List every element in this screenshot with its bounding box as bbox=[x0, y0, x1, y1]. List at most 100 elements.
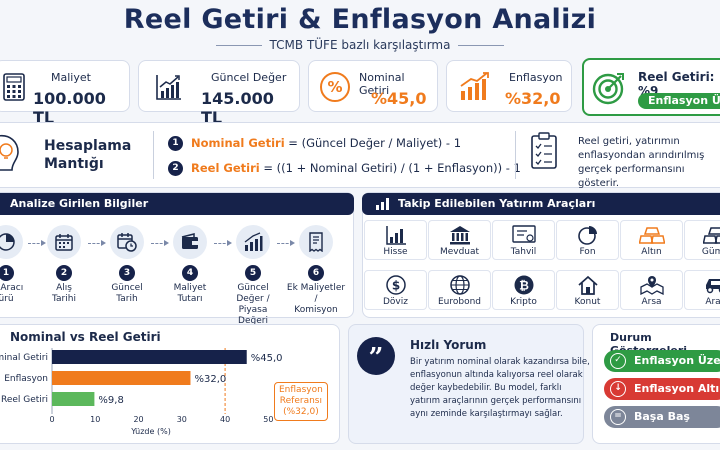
step-arrow bbox=[28, 240, 46, 246]
calc-logic-panel bbox=[0, 122, 720, 188]
tool-fund[interactable]: Fon bbox=[556, 220, 619, 260]
chart-category-label: ominal Getiri bbox=[0, 353, 48, 363]
equals-icon: = bbox=[610, 409, 626, 425]
tool-eurobond[interactable]: Eurobond bbox=[428, 270, 491, 310]
tool-bond[interactable]: Tahvil bbox=[492, 220, 555, 260]
kpi-cost-card: Maliyet 100.000 TL bbox=[0, 60, 130, 127]
inputs-section-header: Analize Girilen Bilgiler bbox=[0, 193, 354, 215]
stock-chart-icon bbox=[385, 226, 406, 245]
chart-x-tick-label: 10 bbox=[90, 415, 100, 424]
quick-comment-title: Hızlı Yorum bbox=[410, 338, 487, 352]
dollar-icon: $ bbox=[385, 275, 406, 295]
kpi-nominal-card: % Nominal Getiri %45,0 bbox=[308, 60, 438, 112]
tool-land[interactable]: Arsa bbox=[620, 270, 683, 310]
chart-x-tick-label: 50 bbox=[263, 415, 273, 424]
map-pin-icon bbox=[639, 276, 664, 295]
kpi-current-label: Güncel Değer bbox=[211, 71, 287, 84]
status-badge-above: ✓Enflasyon Üzeri bbox=[604, 350, 720, 372]
input-step-2: 2 Alış Tarihi bbox=[34, 225, 94, 305]
calendar-clock-icon bbox=[117, 233, 137, 252]
clipboard-checklist-icon bbox=[531, 132, 557, 169]
chart-bar bbox=[52, 371, 191, 385]
quick-comment-text: Bir yatırım nominal olarak kazandırsa bi… bbox=[410, 357, 590, 419]
input-step-6: 6 Ek Maliyetler / Komisyon bbox=[286, 225, 346, 316]
input-step-5: 5 Güncel Değer / Piyasa Değeri bbox=[223, 225, 283, 327]
kpi-inflation-value: %32,0 bbox=[505, 89, 561, 108]
chart-x-tick-label: 40 bbox=[220, 415, 230, 424]
chart-x-tick-label: 0 bbox=[49, 415, 54, 424]
house-icon bbox=[577, 275, 598, 295]
silver-bars-icon bbox=[702, 227, 720, 244]
pie-chart-icon bbox=[577, 226, 597, 245]
chart-x-axis-label: Yüzde (%) bbox=[130, 427, 171, 436]
chart-bar bbox=[52, 350, 247, 364]
bank-icon bbox=[449, 226, 470, 245]
svg-text:%: % bbox=[327, 78, 342, 96]
tool-gold[interactable]: Altın bbox=[620, 220, 683, 260]
svg-text:”: ” bbox=[369, 343, 384, 373]
gold-bars-icon bbox=[638, 227, 665, 244]
chart-title: Nominal vs Reel Getiri bbox=[10, 330, 161, 344]
svg-text:₿: ₿ bbox=[519, 279, 529, 293]
chart-bar-value-label: %45,0 bbox=[251, 353, 283, 364]
input-step-3: 3 Güncel Tarih bbox=[97, 225, 157, 305]
kpi-inflation-card: Enflasyon %32,0 bbox=[446, 60, 572, 112]
page-subtitle: TCMB TÜFE bazlı karşılaştırma bbox=[0, 38, 720, 52]
formula-nominal: 1 Nominal Getiri = (Güncel Değer / Maliye… bbox=[168, 136, 461, 151]
step-arrow bbox=[214, 240, 232, 246]
calc-note-divider bbox=[515, 131, 516, 179]
calculator-icon bbox=[3, 73, 25, 101]
step-arrow bbox=[88, 240, 106, 246]
tool-fx[interactable]: $ Döviz bbox=[364, 270, 427, 310]
chart-bar-value-label: %9,8 bbox=[98, 395, 123, 406]
tool-deposit[interactable]: Mevduat bbox=[428, 220, 491, 260]
chart-bar-value-label: %32,0 bbox=[194, 374, 226, 385]
globe-icon bbox=[449, 275, 470, 295]
chart-x-tick-label: 20 bbox=[133, 415, 143, 424]
check-icon: ✓ bbox=[610, 353, 626, 369]
chart-bar bbox=[52, 392, 95, 406]
chart-category-label: Enflasyon bbox=[4, 374, 48, 384]
down-arrow-icon: ↓ bbox=[610, 381, 626, 397]
step-arrow bbox=[151, 240, 169, 246]
wallet-icon bbox=[181, 233, 198, 249]
return-bar-chart: 0 10 20 30 40 50 Yüzde (%) ominal Getiri %45,0 En… bbox=[0, 348, 283, 436]
lightbulb-head-icon bbox=[0, 134, 19, 171]
page-title: Reel Getiri & Enflasyon Analizi bbox=[123, 4, 597, 35]
target-icon bbox=[592, 73, 624, 105]
input-step-4: 4 Maliyet Tutarı bbox=[160, 225, 220, 305]
formula-real: 2 Reel Getiri = ((1 + Nominal Getiri) / (… bbox=[168, 161, 521, 176]
pie-chart-icon bbox=[0, 233, 15, 251]
percent-icon: % bbox=[320, 72, 350, 102]
inflation-reference-label: Enflasyon Referansı (%32,0) bbox=[274, 382, 328, 421]
tool-vehicle[interactable]: Araç bbox=[684, 270, 720, 310]
growth-chart-icon bbox=[156, 75, 181, 100]
svg-text:$: $ bbox=[391, 279, 399, 293]
calc-note-text: Reel getiri, yatırımın enflasyondan arınd… bbox=[578, 136, 705, 189]
status-badge-even: = Başa Baş bbox=[604, 406, 720, 428]
tool-stock[interactable]: Hisse bbox=[364, 220, 427, 260]
tool-housing[interactable]: Konut bbox=[556, 270, 619, 310]
tool-silver[interactable]: Gümü bbox=[684, 220, 720, 260]
kpi-real-badge: Enflasyon Üzeri bbox=[638, 93, 720, 109]
tool-crypto[interactable]: ₿ Kripto bbox=[492, 270, 555, 310]
kpi-cost-label: Maliyet bbox=[51, 71, 91, 84]
rising-bars-icon bbox=[460, 72, 489, 100]
step-arrow bbox=[277, 240, 295, 246]
chart-category-label: Reel Getiri bbox=[1, 395, 48, 405]
bond-certificate-icon bbox=[511, 225, 536, 243]
calendar-icon bbox=[55, 234, 73, 251]
bitcoin-icon: ₿ bbox=[514, 275, 533, 295]
kpi-nominal-label: Nominal Getiri bbox=[359, 71, 405, 97]
chart-x-tick-label: 30 bbox=[177, 415, 187, 424]
kpi-nominal-value: %45,0 bbox=[371, 89, 427, 108]
quote-bubble-icon: ” bbox=[357, 337, 395, 375]
tools-section-header: Takip Edilebilen Yatırım Araçları bbox=[362, 193, 720, 215]
calc-logic-title: Hesaplama Mantığı bbox=[44, 138, 132, 172]
kpi-real-card: Reel Getiri: %9 Enflasyon Üzeri bbox=[582, 58, 720, 116]
status-badge-below: ↓ Enflasyon Altı bbox=[604, 378, 720, 400]
growth-bars-icon bbox=[244, 232, 263, 251]
calc-logic-divider bbox=[153, 131, 154, 179]
